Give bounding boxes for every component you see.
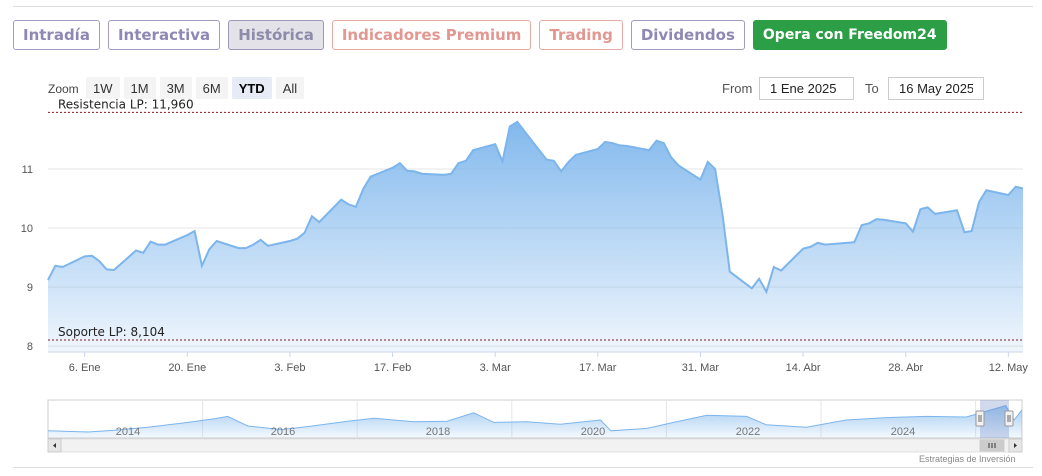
x-tick-label: 3. Mar [480, 362, 512, 374]
navigator-line [47, 405, 1023, 433]
tab-intrad-a[interactable]: Intradía [13, 20, 100, 50]
x-tick-label: 28. Abr [888, 362, 923, 374]
range-from-label: From [722, 81, 753, 96]
y-tick-label: 8 [27, 341, 33, 353]
navigator-year-label: 2024 [891, 426, 915, 438]
tab-indicadores-premium[interactable]: Indicadores Premium [331, 20, 532, 50]
navigator-scrollbar-track[interactable] [47, 438, 1023, 453]
zoom-1w-button[interactable]: 1W [86, 77, 120, 99]
arrow-left-icon [53, 443, 56, 448]
x-tick-label: 20. Ene [168, 362, 206, 374]
top-divider [13, 6, 1033, 7]
price-line [47, 120, 1024, 295]
credits-text: Estrategias de Inversión [919, 454, 1016, 464]
x-tick-label: 6. Ene [69, 362, 101, 374]
range-to-label: To [865, 81, 879, 96]
navigator-year-label: 2022 [736, 426, 760, 438]
navigator-year-label: 2018 [426, 426, 450, 438]
x-tick-label: 14. Abr [786, 362, 821, 374]
arrow-right-icon [1014, 443, 1017, 448]
range-from-input[interactable] [759, 77, 854, 100]
chart-tabs: Intradía Interactiva Histórica Indicadores … [13, 20, 947, 50]
tab-opera-con-freedom24[interactable]: Opera con Freedom24 [752, 20, 947, 50]
x-tick-label: 17. Feb [374, 362, 411, 374]
x-tick-label: 31. Mar [682, 362, 720, 374]
zoom-1m-button[interactable]: 1M [123, 77, 156, 99]
price-area [48, 121, 1023, 352]
navigator-year-label: 2014 [116, 426, 140, 438]
x-tick-label: 12. May [989, 362, 1029, 374]
bottom-divider [13, 467, 1033, 468]
tab-hist-rica[interactable]: Histórica [228, 20, 324, 50]
zoom-ytd-button[interactable]: YTD [231, 77, 272, 99]
y-tick-label: 11 [22, 164, 33, 176]
navigator-year-label: 2016 [271, 426, 295, 438]
x-tick-label: 3. Feb [274, 362, 305, 374]
navigator-selection [980, 400, 1009, 438]
zoom-buttons: 1W 1M 3M 6M YTD All [86, 77, 305, 99]
navigator-handle-right[interactable] [1004, 410, 1014, 427]
y-tick-label: 9 [27, 282, 33, 294]
navigator-area [48, 405, 1022, 438]
x-tick-label: 17. Mar [579, 362, 617, 374]
navigator-handle-left[interactable] [975, 410, 985, 427]
y-tick-label: 10 [21, 223, 33, 235]
tab-interactiva[interactable]: Interactiva [107, 20, 221, 50]
tab-dividendos[interactable]: Dividendos [630, 20, 745, 50]
resistance-label: Resistencia LP: 11,960 [58, 97, 194, 111]
zoom-3m-button[interactable]: 3M [159, 77, 192, 99]
range-to-input[interactable] [888, 77, 984, 100]
zoom-label: Zoom [48, 82, 79, 96]
navigator-year-label: 2020 [581, 426, 605, 438]
zoom-all-button[interactable]: All [275, 77, 305, 99]
zoom-6m-button[interactable]: 6M [195, 77, 228, 99]
tab-trading[interactable]: Trading [539, 20, 623, 50]
support-label: Soporte LP: 8,104 [58, 325, 165, 339]
